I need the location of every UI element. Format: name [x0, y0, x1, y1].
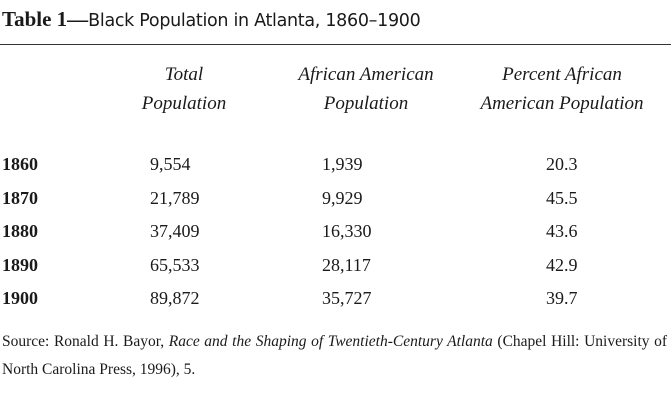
year-cell: 1900 — [2, 288, 38, 308]
source-note: Source: Ronald H. Bayor, Race and the Sh… — [2, 328, 667, 384]
table-row: 1900 89,872 35,727 39.7 — [0, 283, 671, 317]
table-row: 1870 21,789 9,929 45.5 — [0, 183, 671, 217]
table-number: Table 1— — [2, 7, 89, 31]
total-population-cell: 65,533 — [150, 254, 200, 275]
source-book-title: Race and the Shaping of Twentieth-Centur… — [168, 333, 493, 350]
total-population-cell: 37,409 — [150, 221, 200, 241]
african-american-population-cell: 28,117 — [322, 254, 371, 275]
column-header-line: Population — [323, 93, 409, 114]
column-header-line: Percent African — [502, 64, 622, 85]
african-american-population-cell: 1,939 — [322, 154, 363, 174]
percent-cell: 42.9 — [546, 254, 578, 275]
column-header-percent-african-american: Percent African American Population — [462, 60, 662, 118]
african-american-population-cell: 16,330 — [322, 221, 372, 241]
percent-cell: 43.6 — [546, 221, 578, 241]
column-header-line: African American — [298, 64, 434, 85]
year-cell: 1880 — [2, 221, 38, 241]
table-body: 1860 9,554 1,939 20.3 1870 21,789 9,929 … — [0, 149, 671, 317]
total-population-cell: 9,554 — [150, 154, 191, 174]
source-suffix: (Chapel Hill: University of North Caroli… — [2, 333, 668, 378]
total-population-cell: 89,872 — [150, 288, 200, 308]
african-american-population-cell: 9,929 — [322, 187, 363, 208]
column-header-african-american-population: African American Population — [280, 60, 452, 118]
table-title: Table 1—Black Population in Atlanta, 186… — [2, 6, 421, 34]
percent-cell: 20.3 — [546, 154, 578, 174]
year-cell: 1890 — [2, 254, 38, 275]
column-header-line: Population — [141, 93, 227, 114]
table-row: 1860 9,554 1,939 20.3 — [0, 149, 671, 183]
table-row: 1880 37,409 16,330 43.6 — [0, 216, 671, 250]
column-header-line: American Population — [480, 93, 644, 114]
year-cell: 1860 — [2, 154, 38, 174]
table-title-text: Black Population in Atlanta, 1860–1900 — [88, 11, 421, 31]
total-population-cell: 21,789 — [150, 187, 200, 208]
source-prefix: Source: Ronald H. Bayor, — [2, 333, 165, 350]
percent-cell: 45.5 — [546, 187, 578, 208]
table-row: 1890 65,533 28,117 42.9 — [0, 250, 671, 284]
percent-cell: 39.7 — [546, 288, 578, 308]
column-header-line: Total — [164, 64, 204, 85]
column-header-total-population: Total Population — [124, 60, 244, 118]
african-american-population-cell: 35,727 — [322, 288, 372, 308]
year-cell: 1870 — [2, 187, 38, 208]
header-divider — [0, 44, 671, 45]
